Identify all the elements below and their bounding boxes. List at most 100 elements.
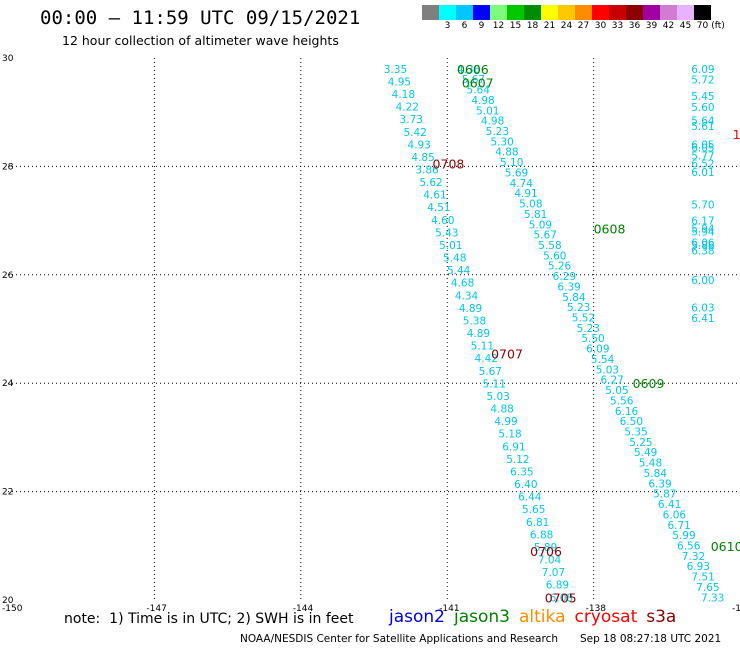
swh-value-label: 5.35 (624, 427, 647, 439)
legend-swatch (456, 5, 473, 20)
swh-value-label: 5.48 (443, 253, 466, 265)
swh-value-label: 5.38 (463, 315, 486, 327)
generated-timestamp: Sep 18 08:27:18 UTC 2021 (580, 633, 722, 645)
swh-value-label: 6.29 (553, 271, 576, 283)
swh-value-label: 4.89 (467, 328, 490, 340)
swh-value-label: 4.95 (388, 76, 411, 88)
legend-label: 24 (560, 21, 573, 31)
swh-value-label: 4.98 (471, 95, 494, 107)
swh-value-label: 6.89 (546, 580, 569, 592)
swh-value-label: 4.88 (490, 404, 513, 416)
swh-value-label: 6.56 (677, 540, 701, 552)
swh-value-label: 5.84 (562, 292, 586, 304)
swh-value-label: 4.18 (392, 89, 415, 101)
swh-value-label: 6.71 (667, 520, 690, 532)
swh-value-label: 4.98 (481, 116, 504, 128)
satellite-label: cryosat (574, 607, 638, 627)
swh-value-label: 7.04 (538, 555, 562, 567)
swh-value-label: 5.84 (644, 468, 668, 480)
satellite-label: altika (519, 607, 566, 627)
x-tick-label: -144 (293, 604, 314, 614)
swh-value-label: 6.88 (530, 529, 553, 541)
swh-value-label: 5.08 (519, 199, 542, 211)
swh-value-label: 5.87 (653, 489, 676, 501)
swh-value-label: 6.93 (687, 561, 710, 573)
swh-value-label: 6.05 (691, 142, 714, 154)
swh-value-label: 6.06 (691, 237, 715, 249)
y-tick-label: 26 (2, 271, 14, 281)
swh-value-label: 5.69 (505, 167, 528, 179)
swh-value-label: 7.51 (691, 572, 714, 584)
swh-value-label: 5.03 (596, 364, 619, 376)
swh-value-label: 7.65 (696, 582, 719, 594)
satellite-label: s3a (646, 607, 677, 627)
swh-value-label: 5.67 (462, 74, 485, 86)
swh-value-label: 4.34 (455, 290, 479, 302)
swh-value-label: 5.48 (639, 458, 662, 470)
pass-time-label: 0607 (462, 75, 494, 90)
swh-value-label: 4.51 (427, 202, 450, 214)
swh-value-label: 6.01 (691, 167, 714, 179)
swh-value-label: 5.62 (419, 177, 442, 189)
legend-swatch (524, 5, 541, 20)
legend-swatch (626, 5, 643, 20)
swh-value-label: 5.52 (572, 313, 595, 325)
x-tick-label: -138 (586, 604, 607, 614)
swh-value-label: 5.94 (691, 224, 715, 236)
color-legend-bar (422, 5, 711, 20)
swh-value-label: 6.41 (691, 313, 714, 325)
swh-value-label: 6.91 (502, 441, 525, 453)
swh-value-label: 4.68 (451, 278, 474, 290)
legend-swatch (592, 5, 609, 20)
swh-value-label: 6.50 (620, 416, 643, 428)
swh-value-label: 5.81 (524, 209, 547, 221)
legend-label: 30 (594, 21, 607, 31)
pass-time-label: 0707 (491, 346, 523, 361)
swh-value-label: 3.86 (415, 164, 439, 176)
y-tick-label: 28 (2, 162, 14, 172)
swh-value-label: 4.36 (457, 64, 481, 76)
y-tick-label: 20 (2, 596, 14, 606)
swh-value-label: 6.05 (691, 140, 714, 152)
swh-value-label: 5.23 (577, 323, 600, 335)
legend-label: 9 (478, 21, 485, 31)
legend-swatch (609, 5, 626, 20)
credit-text: NOAA/NESDIS Center for Satellite Applica… (240, 633, 558, 645)
swh-value-label: 6.40 (514, 479, 537, 491)
swh-value-label: 7.32 (682, 551, 705, 563)
swh-value-label: 5.77 (691, 151, 714, 163)
swh-value-label: 7.33 (701, 592, 724, 604)
legend-swatch (422, 5, 439, 20)
swh-value-label: 4.22 (396, 102, 419, 114)
swh-value-label: 4.85 (411, 152, 434, 164)
swh-value-label: 5.60 (543, 250, 566, 262)
legend-swatch (694, 5, 711, 20)
swh-value-label: 4.99 (494, 416, 517, 428)
swh-value-label: 4.61 (423, 190, 446, 202)
legend-label: 36 (628, 21, 641, 31)
swh-value-label: 5.60 (691, 102, 714, 114)
swh-value-label: 5.94 (691, 226, 715, 238)
swh-value-label: 5.10 (500, 157, 523, 169)
legend-swatch (660, 5, 677, 20)
legend-label: 21 (543, 21, 556, 31)
swh-value-label: 5.89 (534, 542, 557, 554)
swh-value-label: 5.26 (548, 261, 572, 273)
legend-label: 42 (662, 21, 675, 31)
swh-value-label: 5.64 (467, 85, 491, 97)
legend-label: 3 (444, 21, 451, 31)
y-tick-label: 22 (2, 488, 13, 498)
swh-value-label: 6.35 (510, 466, 533, 478)
legend-label: 6 (461, 21, 468, 31)
pass-time-label: 0708 (433, 157, 465, 172)
swh-value-label: 5.49 (634, 447, 657, 459)
legend-label: 39 (645, 21, 658, 31)
legend-label: 27 (577, 21, 590, 31)
swh-value-label: 4.93 (407, 139, 430, 151)
swh-value-label: 6.08 (550, 592, 573, 604)
legend-swatch (541, 5, 558, 20)
swh-value-label: 6.03 (691, 302, 714, 314)
swh-value-label: 6.38 (691, 245, 714, 257)
swh-value-label: 5.56 (610, 395, 634, 407)
